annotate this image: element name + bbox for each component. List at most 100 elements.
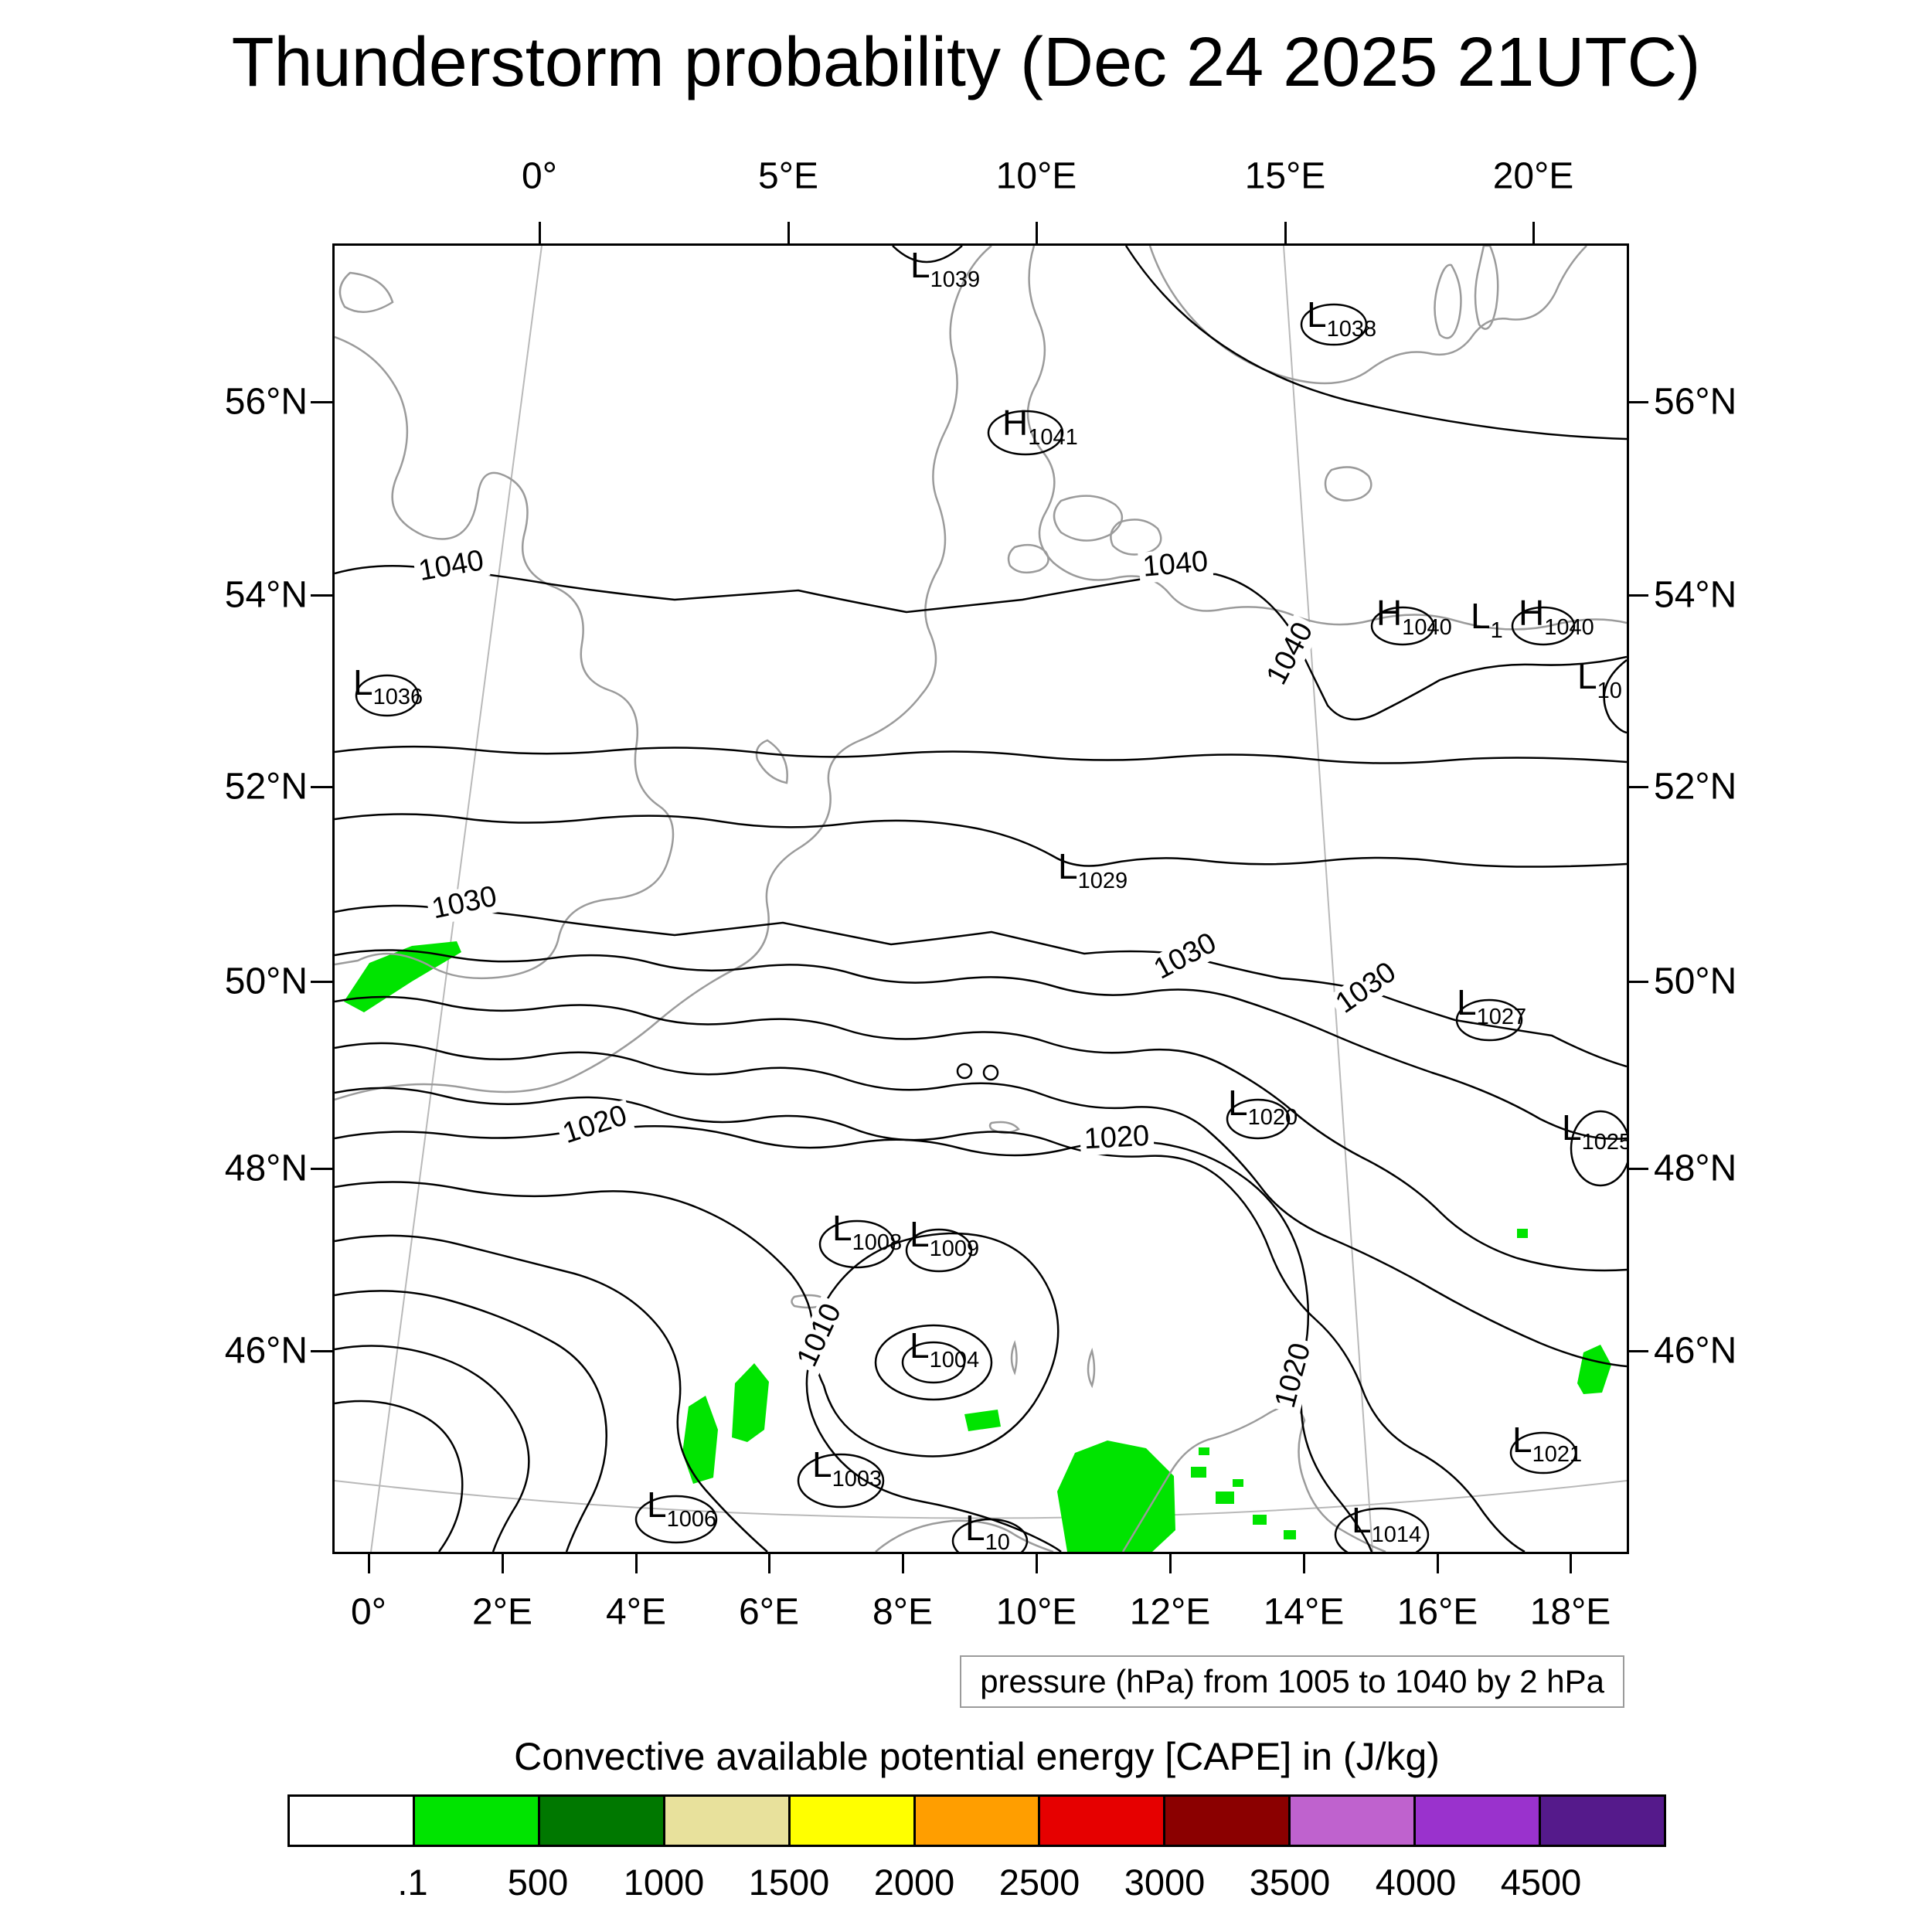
- pressure-center-18: L1014: [1352, 1502, 1421, 1546]
- pressure-center-value: 1014: [1371, 1522, 1422, 1547]
- tick-mark: [311, 594, 332, 597]
- tick-mark: [311, 981, 332, 983]
- axis-label-bottom-9: 18°E: [1529, 1591, 1611, 1633]
- axis-label-bottom-1: 2°E: [472, 1591, 532, 1633]
- cape-colorbar: [287, 1794, 1666, 1847]
- pressure-center-7: L1036: [353, 662, 423, 709]
- pressure-center-letter: L: [910, 1325, 930, 1366]
- axis-label-bottom-2: 4°E: [606, 1591, 666, 1633]
- colorbar-cell-4: [790, 1797, 916, 1845]
- colorbar-label-5: 2500: [998, 1862, 1080, 1903]
- colorbar-label-4: 2000: [873, 1862, 955, 1903]
- tick-mark: [1570, 1552, 1572, 1573]
- tick-mark: [1036, 222, 1038, 243]
- tick-mark: [1627, 1168, 1648, 1170]
- pressure-center-8: L1029: [1058, 849, 1128, 893]
- pressure-center-12: L1008: [832, 1210, 902, 1254]
- pressure-center-letter: L: [910, 245, 930, 285]
- pressure-center-value: 1040: [1402, 615, 1452, 640]
- pressure-center-3: H1040: [1376, 593, 1452, 639]
- axis-label-right-5: 46°N: [1654, 1330, 1737, 1372]
- colorbar-cell-10: [1541, 1797, 1664, 1845]
- pressure-caption-box: pressure (hPa) from 1005 to 1040 by 2 hP…: [960, 1655, 1624, 1708]
- pressure-center-1: L1038: [1307, 294, 1376, 341]
- colorbar-cell-7: [1165, 1797, 1291, 1845]
- axis-label-left-4: 48°N: [224, 1148, 308, 1189]
- pressure-center-letter: L: [1307, 294, 1327, 335]
- pressure-center-14: L1004: [910, 1325, 979, 1372]
- pressure-center-letter: L: [353, 662, 373, 702]
- pressure-center-value: 1004: [929, 1348, 980, 1372]
- graticule-layer: [335, 246, 1627, 1552]
- pressure-center-value: 1040: [1544, 615, 1594, 640]
- pressure-center-value: 1009: [929, 1236, 980, 1261]
- pressure-center-value: 1008: [852, 1230, 903, 1255]
- chart-title: Thunderstorm probability (Dec 24 2025 21…: [231, 24, 1701, 101]
- tick-mark: [1303, 1552, 1305, 1573]
- axis-label-left-1: 54°N: [224, 574, 308, 616]
- cape-shading-layer: [344, 941, 1611, 1552]
- pressure-center-letter: H: [1376, 593, 1403, 633]
- colorbar-cell-6: [1040, 1797, 1166, 1845]
- axis-label-left-0: 56°N: [224, 381, 308, 423]
- pressure-center-letter: L: [1228, 1083, 1248, 1123]
- colorbar-cell-2: [539, 1797, 665, 1845]
- axis-label-right-0: 56°N: [1654, 381, 1737, 423]
- axis-label-bottom-3: 6°E: [739, 1591, 799, 1633]
- pressure-center-value: 1036: [372, 685, 423, 709]
- pressure-center-value: 10: [985, 1530, 1010, 1554]
- tick-mark: [1036, 1552, 1038, 1573]
- axis-label-bottom-8: 16°E: [1396, 1591, 1478, 1633]
- pressure-center-19: L10: [965, 1508, 1010, 1552]
- tick-mark: [311, 786, 332, 788]
- pressure-center-value: 1020: [1247, 1105, 1298, 1130]
- pressure-center-letter: L: [965, 1508, 985, 1548]
- tick-mark: [635, 1552, 638, 1573]
- colorbar-label-1: 500: [507, 1862, 569, 1903]
- pressure-center-letter: H: [1519, 593, 1545, 633]
- pressure-center-2: H1041: [1002, 405, 1078, 449]
- tick-mark: [787, 222, 790, 243]
- axis-label-bottom-7: 14°E: [1263, 1591, 1345, 1633]
- tick-mark: [1169, 1552, 1172, 1573]
- tick-mark: [1284, 222, 1287, 243]
- colorbar-cell-8: [1291, 1797, 1417, 1845]
- tick-mark: [902, 1552, 904, 1573]
- contour-label: 1040: [1138, 545, 1213, 583]
- pressure-center-4: L1: [1471, 596, 1503, 642]
- colorbar-cell-1: [414, 1797, 540, 1845]
- legend-title: Convective available potential energy [C…: [514, 1735, 1440, 1778]
- pressure-center-value: 1025: [1581, 1130, 1629, 1155]
- axis-label-top-2: 10°E: [995, 155, 1077, 197]
- axis-label-left-5: 46°N: [224, 1330, 308, 1372]
- pressure-center-letter: L: [1471, 596, 1491, 636]
- axis-label-top-4: 20°E: [1492, 155, 1574, 197]
- colorbar-label-0: .1: [397, 1862, 428, 1903]
- axis-label-bottom-4: 8°E: [872, 1591, 933, 1633]
- pressure-caption-text: pressure (hPa) from 1005 to 1040 by 2 hP…: [980, 1663, 1604, 1699]
- tick-mark: [1627, 786, 1648, 788]
- cape-colorbar-labels: .1 500 1000 1500 2000 2500 3000 3500 400…: [287, 1861, 1666, 1910]
- tick-mark: [1627, 401, 1648, 403]
- colorbar-label-2: 1000: [623, 1862, 705, 1903]
- axis-label-top-0: 0°: [522, 155, 557, 197]
- axis-label-bottom-5: 10°E: [995, 1591, 1077, 1633]
- axis-label-right-3: 50°N: [1654, 961, 1737, 1002]
- contour-label: 1020: [1079, 1120, 1155, 1156]
- map-canvas: [335, 246, 1627, 1552]
- colorbar-label-6: 3000: [1124, 1862, 1206, 1903]
- pressure-center-letter: L: [647, 1485, 667, 1525]
- pressure-center-value: 1041: [1028, 425, 1078, 450]
- tick-mark: [311, 1168, 332, 1170]
- pressure-center-5: H1040: [1519, 593, 1594, 639]
- axis-label-bottom-0: 0°: [351, 1591, 386, 1633]
- pressure-center-letter: L: [910, 1214, 930, 1254]
- axis-label-right-4: 48°N: [1654, 1148, 1737, 1189]
- pressure-center-value: 1029: [1077, 869, 1128, 893]
- pressure-center-value: 1027: [1476, 1005, 1527, 1029]
- pressure-center-value: 10: [1597, 679, 1622, 703]
- axis-label-top-1: 5°E: [758, 155, 818, 197]
- tick-mark: [768, 1552, 770, 1573]
- colorbar-cell-9: [1416, 1797, 1542, 1845]
